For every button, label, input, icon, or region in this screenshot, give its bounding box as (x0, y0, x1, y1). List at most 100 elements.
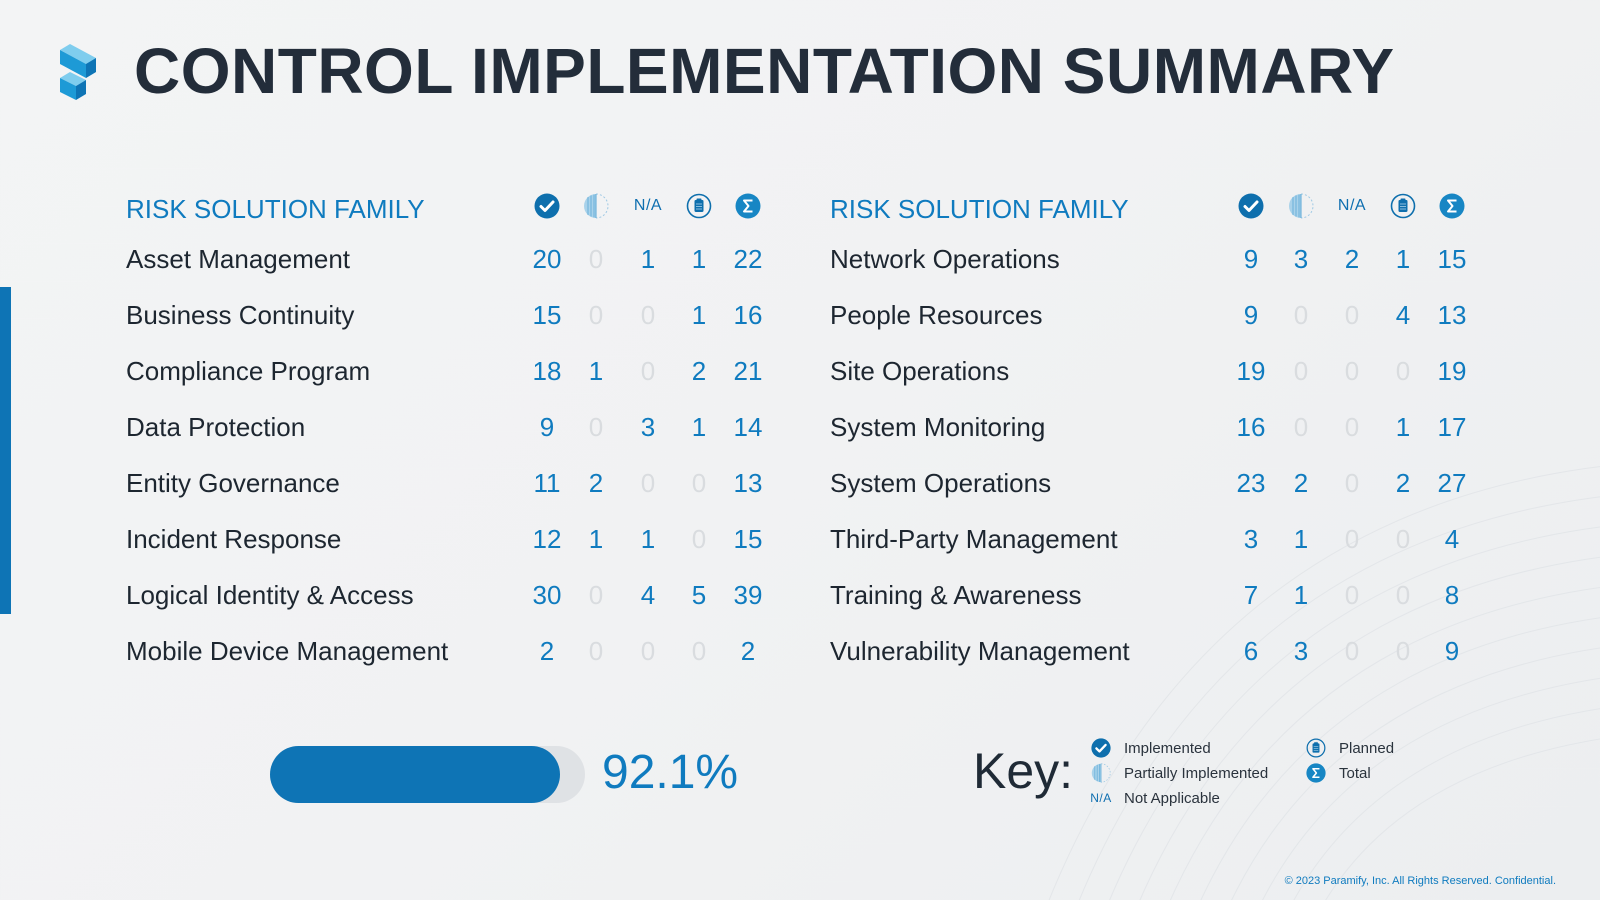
check-circle-icon (1090, 737, 1112, 759)
half-circle-icon (571, 191, 621, 221)
legend-label: Implemented (1124, 739, 1211, 757)
planned-count: 1 (691, 300, 707, 330)
implemented-count: 19 (1236, 356, 1266, 386)
check-circle-icon (522, 191, 572, 221)
na-count: 0 (640, 636, 656, 666)
progress-bar-fill (270, 746, 561, 803)
planned-count: 0 (1395, 636, 1411, 666)
total-count: 4 (1444, 524, 1460, 554)
legend-label: Not Applicable (1124, 789, 1220, 807)
na-header: N/A (1337, 197, 1367, 214)
total-count: 19 (1437, 356, 1467, 386)
partial-count: 1 (1293, 580, 1309, 610)
legend-not-applicable: N/A Not Applicable (1090, 787, 1220, 809)
sigma-icon (1427, 191, 1477, 221)
partial-count: 0 (1293, 356, 1309, 386)
na-count: 0 (640, 300, 656, 330)
partial-count: 2 (1293, 468, 1309, 498)
progress-percent: 92.1% (602, 746, 739, 799)
family-name: System Monitoring (830, 412, 1046, 442)
planned-count: 1 (691, 244, 707, 274)
legend-total: Total (1305, 762, 1371, 784)
planned-count: 0 (1395, 356, 1411, 386)
na-count: 0 (1344, 356, 1360, 386)
na-count: 0 (1344, 636, 1360, 666)
implemented-count: 7 (1243, 580, 1259, 610)
family-column-header: RISK SOLUTION FAMILY (830, 194, 1129, 224)
family-name: Third-Party Management (830, 524, 1118, 554)
check-circle-icon (1226, 191, 1276, 221)
total-count: 15 (1437, 244, 1467, 274)
na-count: 4 (640, 580, 656, 610)
na-count: 0 (1344, 412, 1360, 442)
total-count: 39 (733, 580, 763, 610)
total-count: 15 (733, 524, 763, 554)
planned-count: 0 (691, 468, 707, 498)
family-name: People Resources (830, 300, 1043, 330)
partial-count: 3 (1293, 244, 1309, 274)
planned-count: 0 (1395, 580, 1411, 610)
planned-count: 2 (691, 356, 707, 386)
implemented-count: 23 (1236, 468, 1266, 498)
family-name: Network Operations (830, 244, 1060, 274)
planned-count: 0 (691, 524, 707, 554)
planned-count: 1 (1395, 244, 1411, 274)
total-count: 13 (733, 468, 763, 498)
sigma-icon (723, 191, 773, 221)
partial-count: 1 (1293, 524, 1309, 554)
key-label: Key: (973, 743, 1074, 799)
na-count: 0 (640, 356, 656, 386)
copyright-footer: © 2023 Paramify, Inc. All Rights Reserve… (1284, 875, 1556, 887)
family-column-header: RISK SOLUTION FAMILY (126, 194, 425, 224)
family-name: Mobile Device Management (126, 636, 449, 666)
total-count: 22 (733, 244, 763, 274)
planned-count: 4 (1395, 300, 1411, 330)
implemented-count: 3 (1243, 524, 1259, 554)
partial-count: 0 (1293, 412, 1309, 442)
na-count: 0 (1344, 580, 1360, 610)
implemented-count: 12 (532, 524, 562, 554)
family-name: Asset Management (126, 244, 351, 274)
total-count: 2 (740, 636, 756, 666)
total-count: 13 (1437, 300, 1467, 330)
planned-count: 0 (1395, 524, 1411, 554)
planned-count: 1 (691, 412, 707, 442)
family-name: Site Operations (830, 356, 1010, 386)
na-count: 1 (640, 244, 656, 274)
page-title: CONTROL IMPLEMENTATION SUMMARY (134, 35, 1395, 107)
partial-count: 0 (588, 244, 604, 274)
total-count: 9 (1444, 636, 1460, 666)
total-count: 17 (1437, 412, 1467, 442)
implemented-count: 11 (533, 468, 561, 498)
half-circle-icon (1090, 762, 1112, 784)
planned-count: 0 (691, 636, 707, 666)
progress-bar-track (270, 746, 585, 803)
family-name: Logical Identity & Access (126, 580, 414, 610)
half-circle-icon (1276, 191, 1326, 221)
planned-count: 2 (1395, 468, 1411, 498)
na-count: 0 (1344, 300, 1360, 330)
legend-label: Planned (1339, 739, 1395, 757)
partial-count: 1 (588, 524, 604, 554)
na-count: 0 (1344, 524, 1360, 554)
legend-implemented: Implemented (1090, 737, 1211, 759)
na-text-icon: N/A (1090, 791, 1112, 805)
partial-count: 0 (588, 636, 604, 666)
legend-planned: Planned (1305, 737, 1394, 759)
partial-count: 1 (588, 356, 604, 386)
implemented-count: 9 (1243, 244, 1259, 274)
clipboard-icon (1378, 191, 1428, 221)
family-name: System Operations (830, 468, 1052, 498)
total-count: 21 (733, 356, 763, 386)
na-count: 0 (1344, 468, 1360, 498)
na-count: 3 (640, 412, 656, 442)
total-count: 8 (1444, 580, 1460, 610)
legend-label: Total (1339, 764, 1371, 782)
family-name: Vulnerability Management (830, 636, 1130, 666)
partial-count: 0 (588, 300, 604, 330)
accent-side-bar (0, 287, 11, 614)
total-count: 14 (733, 412, 763, 442)
partial-count: 0 (1293, 300, 1309, 330)
partial-count: 3 (1293, 636, 1309, 666)
na-header: N/A (633, 197, 663, 214)
